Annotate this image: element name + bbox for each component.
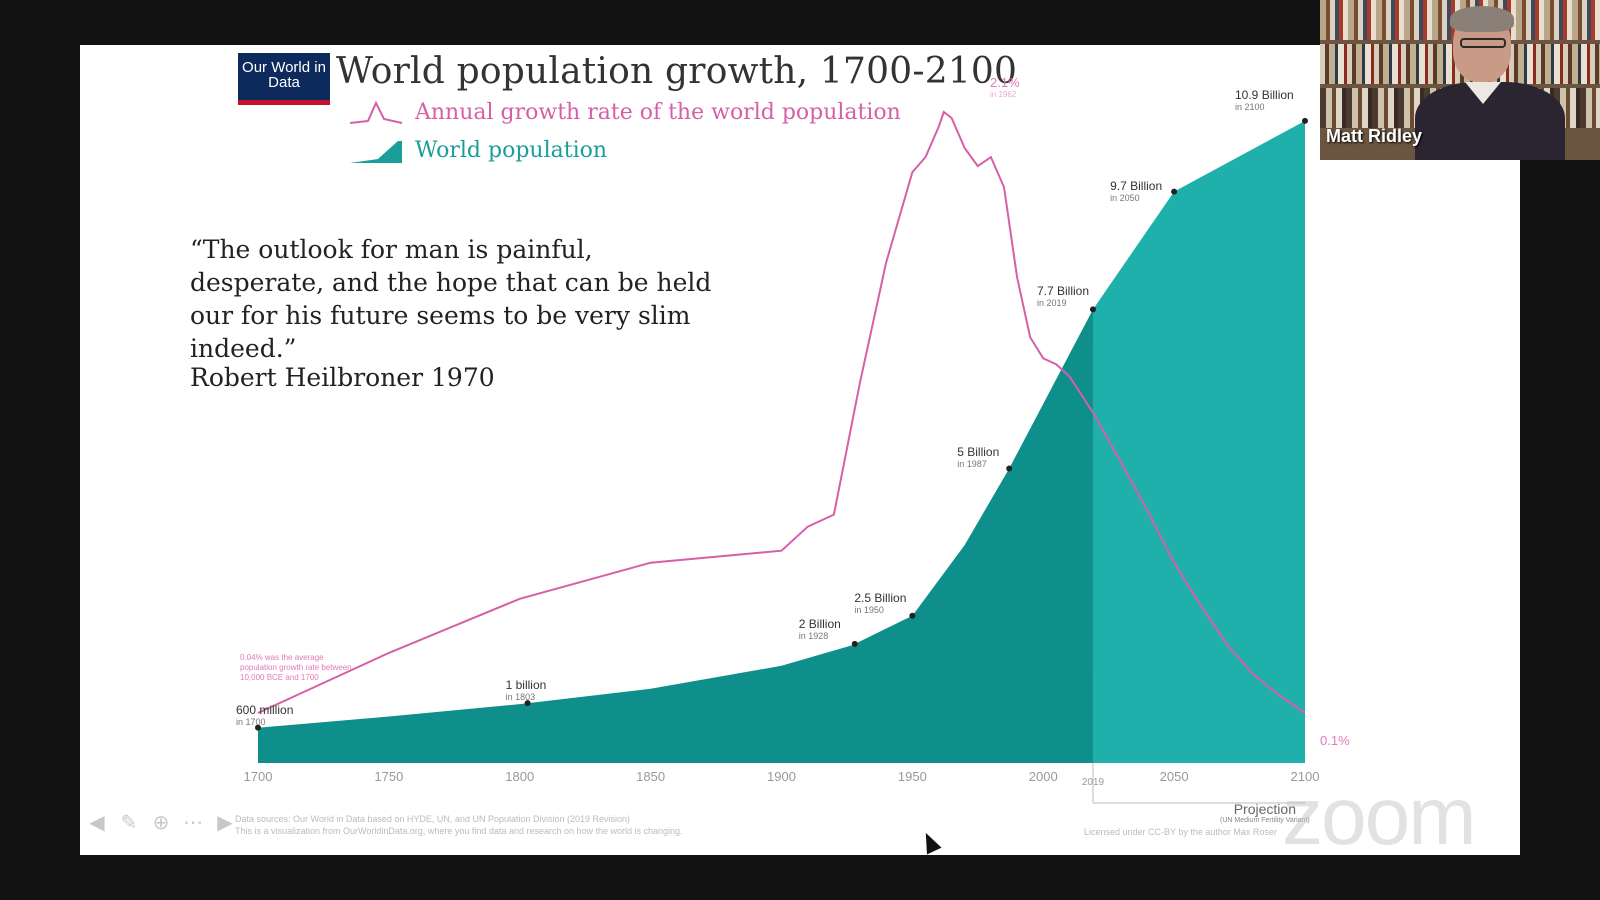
population-point — [1171, 188, 1178, 195]
x-tick-label: 2100 — [1290, 769, 1320, 784]
population-point — [524, 700, 531, 707]
legend-world-population: World population — [350, 137, 607, 165]
population-area-icon — [350, 141, 402, 163]
growth-line-icon — [350, 100, 403, 124]
logo-red-bar — [238, 100, 330, 105]
x-tick-label: 1850 — [636, 769, 666, 784]
annotation-year: in 1700 — [236, 716, 266, 727]
legend-growth-label: Annual growth rate of the world populati… — [415, 100, 901, 125]
population-area-historic — [258, 309, 1093, 763]
our-world-in-data-logo: Our World in Data — [238, 53, 330, 105]
slide-toolbar: ◀ ✎ ⊕ ⋯ ▶ — [84, 809, 238, 835]
magnifier-icon[interactable]: ⊕ — [152, 810, 170, 834]
annotation-year: in 1803 — [505, 692, 536, 703]
population-point — [851, 640, 858, 647]
population-annotation: 2 Billion in 1928 — [799, 618, 841, 642]
population-annotation: 1 billion in 1803 — [506, 679, 547, 703]
license-note: Licensed under CC-BY by the author Max R… — [1084, 827, 1277, 837]
sources-line-1: Data sources: Our World in Data based on… — [235, 814, 631, 824]
logo-text: Our World in Data — [242, 59, 326, 91]
x-tick-label: 1950 — [897, 769, 927, 784]
population-chart — [255, 110, 1308, 804]
x-tick-label: 2050 — [1159, 769, 1189, 784]
population-annotation: 5 Billion in 1987 — [957, 446, 999, 470]
annotation-value: 1 billion — [505, 678, 547, 693]
population-annotation: 600 million in 1700 — [236, 704, 293, 728]
x-tick-label: 2000 — [1028, 769, 1058, 784]
projection-subtext: (UN Medium Fertility Variant) — [1220, 817, 1310, 824]
speaker-hair — [1450, 6, 1514, 32]
annotation-value: 5 Billion — [957, 445, 1000, 460]
projection-text: Projection — [1233, 801, 1296, 817]
average-growth-note: 0.04% was the average population growth … — [240, 653, 352, 682]
annotation-year: in 2050 — [1110, 192, 1140, 203]
legend-population-label: World population — [415, 138, 608, 163]
population-annotation: 10.9 Billion in 2100 — [1235, 89, 1294, 113]
annotation-value: 2 Billion — [798, 616, 841, 631]
growth-end-label: 0.1% — [1320, 733, 1350, 748]
growth-peak-value: 2.1% — [990, 75, 1020, 90]
annotation-year: in 1950 — [854, 604, 884, 615]
growth-peak-label: 2.1% in 1962 — [990, 75, 1020, 99]
heilbroner-quote: “The outlook for man is painful, despera… — [190, 235, 712, 363]
annotation-year: in 1987 — [957, 459, 987, 470]
annotation-year: in 1928 — [798, 630, 829, 641]
glasses-icon — [1460, 38, 1506, 48]
quote-author: Robert Heilbroner 1970 — [190, 363, 495, 392]
population-point — [909, 612, 916, 619]
zoom-watermark: zoom — [1282, 771, 1477, 862]
population-annotation: 7.7 Billion in 2019 — [1037, 285, 1089, 309]
x-tick-label: 1750 — [374, 769, 404, 784]
slide-title: World population growth, 1700-2100 — [336, 51, 1018, 92]
speaker-video-tile[interactable]: Matt Ridley — [1320, 0, 1600, 160]
sources-line-2: This is a visualization from OurWorldinD… — [235, 826, 683, 836]
x-tick-label: 1700 — [243, 769, 273, 784]
data-sources: Data sources: Our World in Data based on… — [235, 813, 683, 837]
speaker-name-label: Matt Ridley — [1326, 126, 1423, 146]
population-area-projection — [1092, 120, 1305, 763]
presentation-slide: Our World in Data World population growt… — [80, 45, 1520, 855]
annotation-value: 10.9 Billion — [1235, 87, 1294, 102]
annotation-year: in 2100 — [1235, 101, 1265, 112]
population-point — [1006, 465, 1013, 472]
population-annotation: 2.5 Billion in 1950 — [854, 592, 906, 616]
annotation-value: 9.7 Billion — [1110, 178, 1163, 193]
annotation-value: 2.5 Billion — [854, 590, 907, 605]
population-point — [1302, 117, 1308, 124]
legend-growth-rate: Annual growth rate of the world populati… — [350, 99, 901, 127]
pencil-icon[interactable]: ✎ — [120, 810, 138, 834]
ellipsis-icon[interactable]: ⋯ — [183, 810, 203, 834]
growth-rate-line — [257, 110, 1306, 714]
annotation-value: 600 million — [236, 702, 294, 717]
x-tick-projection-start: 2019 — [1081, 777, 1105, 788]
growth-peak-year: in 1962 — [990, 90, 1017, 99]
arrow-left-icon[interactable]: ◀ — [89, 810, 105, 834]
population-point — [255, 724, 261, 731]
x-tick-label: 1900 — [767, 769, 796, 784]
x-tick-label: 1800 — [505, 769, 535, 784]
population-annotation: 9.7 Billion in 2050 — [1110, 180, 1162, 204]
arrow-right-icon[interactable]: ▶ — [217, 810, 233, 834]
annotation-value: 7.7 Billion — [1036, 284, 1089, 299]
population-point — [1089, 306, 1096, 313]
annotation-year: in 2019 — [1036, 298, 1067, 309]
projection-label: Projection (UN Medium Fertility Variant) — [1220, 801, 1310, 824]
